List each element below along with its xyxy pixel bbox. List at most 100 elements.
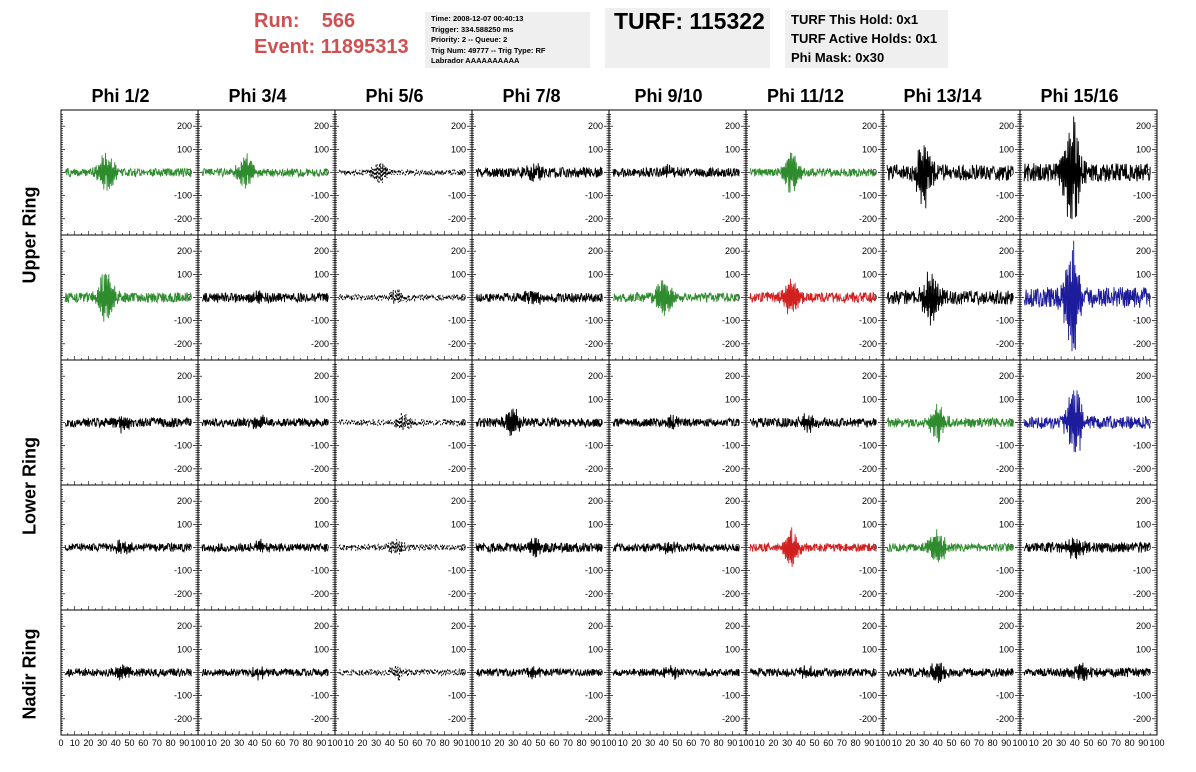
y-tick-label: -200 — [1133, 339, 1151, 349]
y-tick-label: 200 — [588, 371, 603, 381]
y-tick-label: 100 — [1136, 519, 1151, 529]
y-tick-label: 200 — [588, 246, 603, 256]
y-tick-label: 200 — [451, 246, 466, 256]
y-tick-label: 0 — [461, 543, 466, 553]
y-tick-label: -200 — [174, 214, 192, 224]
y-tick-label: -200 — [311, 714, 329, 724]
y-tick-label: 100 — [725, 519, 740, 529]
y-tick-label: -200 — [996, 589, 1014, 599]
y-tick-label: -200 — [311, 589, 329, 599]
waveform-trace — [201, 414, 329, 430]
y-tick-label: -200 — [1133, 464, 1151, 474]
waveform-trace — [338, 665, 466, 681]
phi-column-title: Phi 5/6 — [365, 86, 424, 106]
run-event-title: Run: 566 Event: 11895313 — [254, 8, 409, 60]
y-tick-label: -100 — [722, 566, 740, 576]
waveform-trace — [886, 271, 1014, 326]
waveform-trace — [475, 408, 603, 437]
waveform-trace — [64, 416, 192, 434]
waveform-trace — [338, 288, 466, 305]
y-tick-label: -200 — [448, 214, 466, 224]
waveform-trace — [64, 539, 192, 555]
y-tick-label: 200 — [725, 621, 740, 631]
waveform-trace — [886, 403, 1014, 443]
y-tick-label: 200 — [1136, 121, 1151, 131]
waveform-trace — [201, 153, 329, 189]
phi-column-title: Phi 15/16 — [1040, 86, 1119, 106]
waveform-trace — [749, 152, 877, 193]
waveform-trace — [612, 541, 740, 555]
trigger-info-box: Time: 2008-12-07 00:40:13 Trigger: 334.5… — [425, 12, 590, 68]
y-tick-label: -200 — [174, 714, 192, 724]
y-tick-label: 0 — [1146, 168, 1151, 178]
y-tick-label: 0 — [461, 418, 466, 428]
waveform-trace — [1023, 390, 1151, 453]
phi-column-title: Phi 1/2 — [91, 86, 150, 106]
y-tick-label: -100 — [585, 691, 603, 701]
waveform-trace — [475, 163, 603, 182]
y-tick-label: 100 — [177, 519, 192, 529]
y-tick-label: 200 — [862, 121, 877, 131]
waveform-trace — [64, 152, 192, 191]
y-tick-label: -200 — [448, 339, 466, 349]
y-tick-label: -100 — [448, 441, 466, 451]
y-tick-label: -100 — [1133, 316, 1151, 326]
y-tick-label: -100 — [996, 566, 1014, 576]
phi-column-title: Phi 9/10 — [634, 86, 703, 106]
y-tick-label: 100 — [588, 269, 603, 279]
y-tick-label: -100 — [311, 191, 329, 201]
y-tick-label: -200 — [859, 339, 877, 349]
info-time: Time: 2008-12-07 00:40:13 — [431, 14, 524, 23]
y-tick-label: 100 — [862, 269, 877, 279]
waveform-trace — [338, 412, 466, 431]
info-labrador: Labrador AAAAAAAAAA — [431, 56, 520, 65]
y-tick-label: 0 — [598, 418, 603, 428]
y-tick-label: -200 — [722, 589, 740, 599]
y-tick-label: 200 — [314, 371, 329, 381]
y-tick-label: -200 — [722, 339, 740, 349]
y-tick-label: -200 — [996, 339, 1014, 349]
y-tick-label: 100 — [862, 644, 877, 654]
y-tick-label: 100 — [314, 519, 329, 529]
y-tick-label: -200 — [996, 464, 1014, 474]
y-tick-label: 100 — [451, 644, 466, 654]
y-tick-label: 200 — [314, 246, 329, 256]
y-tick-label: 100 — [1136, 394, 1151, 404]
y-tick-label: -100 — [585, 441, 603, 451]
y-tick-label: -100 — [1133, 566, 1151, 576]
info-trignum: Trig Num: 49777 -- Trig Type: RF — [431, 45, 546, 55]
y-tick-label: 100 — [314, 269, 329, 279]
y-tick-label: 100 — [999, 269, 1014, 279]
waveform-trace — [1023, 116, 1151, 220]
y-tick-label: -100 — [448, 691, 466, 701]
waveform-trace — [64, 273, 192, 322]
event-value: 11895313 — [320, 36, 409, 58]
phi-column-title: Phi 7/8 — [502, 86, 561, 106]
y-tick-label: 200 — [862, 496, 877, 506]
y-tick-label: -100 — [1133, 191, 1151, 201]
y-tick-label: 200 — [177, 121, 192, 131]
y-tick-label: 100 — [588, 394, 603, 404]
y-tick-label: -200 — [859, 589, 877, 599]
waveform-trace — [612, 665, 740, 680]
y-tick-label: -100 — [859, 566, 877, 576]
turf-this-hold: TURF This Hold: 0x1 — [791, 12, 919, 27]
waveform-trace — [749, 527, 877, 567]
y-tick-label: 200 — [862, 621, 877, 631]
waveform-trace — [886, 145, 1014, 209]
waveform-trace — [612, 280, 740, 316]
y-tick-label: -100 — [859, 691, 877, 701]
y-tick-label: -200 — [448, 464, 466, 474]
y-tick-label: -100 — [1133, 441, 1151, 451]
y-tick-label: -200 — [585, 464, 603, 474]
y-tick-label: 100 — [1136, 144, 1151, 154]
y-tick-label: 200 — [314, 121, 329, 131]
y-tick-label: 100 — [177, 644, 192, 654]
waveform-trace — [1023, 537, 1151, 560]
waveform-trace — [749, 278, 877, 315]
y-tick-label: 200 — [177, 246, 192, 256]
y-tick-label: 200 — [588, 121, 603, 131]
y-tick-label: -200 — [1133, 214, 1151, 224]
y-tick-label: 100 — [862, 519, 877, 529]
